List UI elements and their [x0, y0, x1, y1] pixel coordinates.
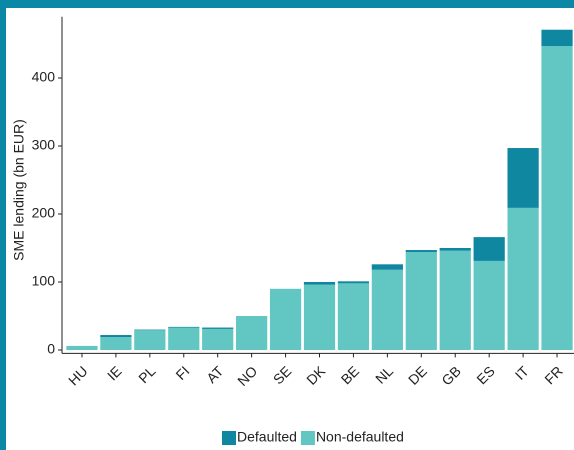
- bar-segment: [541, 46, 573, 350]
- bar-segment: [371, 264, 403, 270]
- x-tick-label: FI: [172, 363, 192, 383]
- bar-segment: [100, 337, 132, 350]
- bar-segment: [439, 250, 471, 350]
- bar-segment: [168, 327, 200, 350]
- x-tick-label: ES: [473, 363, 498, 388]
- bar-segment: [405, 252, 437, 350]
- bar-segment: [100, 335, 132, 338]
- legend-label: Defaulted: [237, 429, 297, 445]
- bar-segment: [202, 327, 234, 329]
- x-tick-label: AT: [203, 363, 227, 387]
- bar-segment: [134, 330, 166, 350]
- top-band: [0, 0, 574, 8]
- bar-segment: [507, 207, 539, 350]
- bar-segment: [269, 288, 302, 350]
- x-tick-label: DK: [303, 362, 329, 388]
- x-tick-label: FR: [541, 363, 566, 388]
- x-tick-label: BE: [338, 363, 363, 388]
- bar-segment: [507, 148, 539, 208]
- y-tick-label: 100: [32, 273, 56, 289]
- bar-segment: [337, 283, 370, 350]
- y-axis-label: SME lending (bn EUR): [11, 119, 27, 261]
- x-tick-label: IT: [512, 363, 532, 383]
- legend-swatch: [222, 431, 236, 445]
- bar-segment: [541, 29, 573, 47]
- y-tick-label: 200: [32, 205, 56, 221]
- bar-segment: [473, 260, 505, 350]
- bar-segment: [134, 329, 166, 331]
- bar-segment: [168, 326, 200, 328]
- legend-swatch: [300, 431, 315, 445]
- bar-segment: [66, 345, 98, 350]
- x-tick-label: NO: [234, 363, 260, 389]
- x-tick-label: SE: [270, 363, 295, 388]
- bar-segment: [337, 281, 370, 284]
- bar-segment: [303, 284, 336, 350]
- x-tick-label: DE: [405, 363, 430, 388]
- y-tick-label: 0: [47, 341, 55, 357]
- x-tick-label: PL: [135, 363, 159, 387]
- y-tick-label: 400: [32, 69, 56, 85]
- bar-segment: [236, 316, 268, 350]
- bar-segment: [202, 328, 234, 350]
- x-tick-label: GB: [438, 363, 464, 389]
- y-tick-label: 300: [32, 137, 56, 153]
- x-tick-label: IE: [104, 363, 125, 384]
- bar-segment: [371, 269, 403, 350]
- bar-segment: [473, 237, 505, 261]
- bar-segment: [439, 248, 471, 251]
- bar-segment: [303, 282, 336, 285]
- bar-segment: [405, 250, 437, 253]
- left-band: [0, 0, 6, 450]
- x-tick-label: HU: [65, 363, 91, 389]
- legend-label: Non-defaulted: [316, 429, 404, 445]
- x-tick-label: NL: [372, 363, 396, 387]
